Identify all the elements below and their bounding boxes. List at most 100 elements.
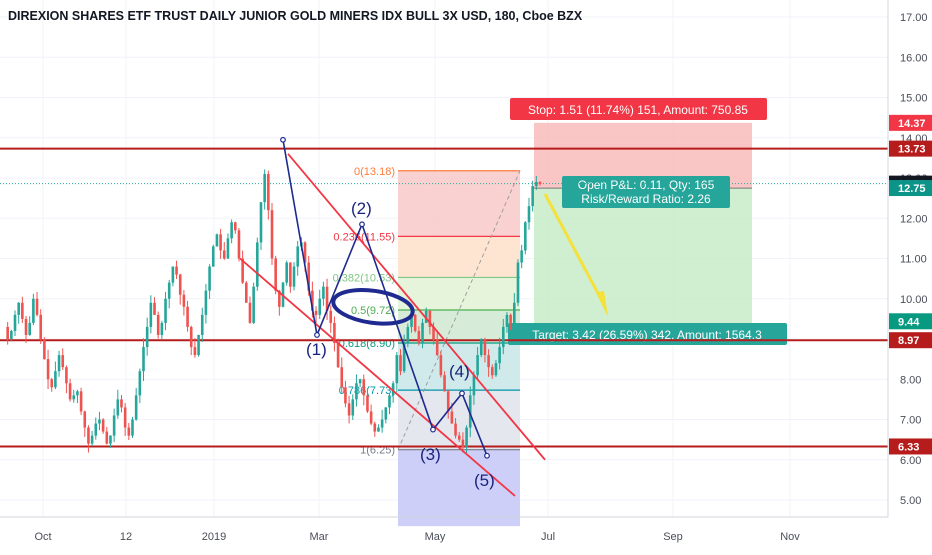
highlight-ellipse[interactable] bbox=[331, 285, 415, 328]
candle-body bbox=[413, 314, 417, 331]
candle-body bbox=[116, 399, 120, 416]
candle-body bbox=[167, 282, 171, 299]
candle-body bbox=[10, 330, 13, 339]
candle-body bbox=[134, 395, 138, 420]
stop-label-box bbox=[510, 98, 767, 120]
price-badge bbox=[889, 140, 932, 157]
candle-body bbox=[531, 186, 534, 207]
candle-body bbox=[384, 407, 388, 420]
candle-body bbox=[424, 310, 428, 323]
candle-body bbox=[490, 367, 494, 376]
candle-body bbox=[388, 395, 391, 408]
candle-body bbox=[120, 399, 123, 408]
long-position-tool[interactable]: Stop: 1.51 (11.74%) 151, Amount: 750.85 O… bbox=[508, 98, 787, 345]
candle-body bbox=[322, 286, 325, 299]
candle-body bbox=[90, 435, 94, 444]
candle-body bbox=[153, 302, 156, 315]
fib-trend-line[interactable] bbox=[397, 170, 521, 450]
candle-body bbox=[211, 246, 215, 267]
candle-body bbox=[391, 383, 395, 396]
candle-body bbox=[325, 286, 329, 311]
candle-body bbox=[233, 222, 237, 231]
candle-body bbox=[24, 318, 28, 335]
candle-body bbox=[17, 302, 20, 315]
candle-body bbox=[226, 238, 230, 259]
price-tick-label: 11.00 bbox=[900, 254, 927, 266]
wave-label: (1) bbox=[306, 340, 327, 359]
candle-body bbox=[421, 322, 424, 344]
candle-body bbox=[87, 427, 90, 444]
candle-body bbox=[487, 355, 490, 368]
candle-body bbox=[160, 322, 164, 335]
time-tick-label: Jul bbox=[541, 531, 555, 543]
price-badge-label: 14.37 bbox=[898, 118, 926, 130]
price-badge bbox=[889, 180, 932, 197]
candle-body bbox=[402, 343, 406, 372]
channel-upper-line[interactable] bbox=[287, 153, 546, 461]
fib-level-label: 1(6.25) bbox=[360, 445, 395, 457]
candle-body bbox=[399, 355, 402, 372]
time-tick-label: May bbox=[425, 531, 446, 543]
candle-body bbox=[72, 395, 76, 400]
price-badge bbox=[889, 438, 932, 455]
target-zone[interactable] bbox=[534, 188, 752, 341]
candle-body bbox=[215, 234, 219, 247]
candle-body bbox=[76, 391, 79, 396]
candle-body bbox=[292, 266, 296, 287]
candle-body bbox=[149, 302, 153, 327]
candle-body bbox=[182, 294, 186, 307]
candle-body bbox=[57, 355, 61, 372]
price-badge bbox=[889, 313, 932, 330]
candle-body bbox=[395, 355, 399, 384]
candle-body bbox=[457, 435, 461, 440]
candle-body bbox=[109, 435, 112, 444]
candle-body bbox=[524, 222, 527, 251]
candle-body bbox=[46, 359, 50, 380]
candle-body bbox=[230, 222, 233, 239]
candle-body bbox=[498, 347, 501, 364]
wave-label: (5) bbox=[474, 471, 495, 490]
time-tick-label: Nov bbox=[780, 531, 800, 543]
wave-point[interactable] bbox=[430, 426, 436, 433]
candle-body bbox=[446, 391, 450, 412]
wave-point[interactable] bbox=[359, 221, 365, 228]
candle-body bbox=[105, 431, 109, 444]
fib-zone bbox=[398, 449, 520, 527]
price-tick-label: 6.00 bbox=[900, 455, 921, 467]
wave-point[interactable] bbox=[314, 332, 320, 338]
wave-point[interactable] bbox=[459, 390, 465, 397]
candle-body bbox=[6, 326, 9, 339]
candle-body bbox=[344, 387, 347, 404]
candle-body bbox=[465, 427, 468, 448]
elliott-wave-path[interactable] bbox=[282, 139, 488, 457]
drawings[interactable]: (1) (2) (3) (4) (5) bbox=[239, 136, 608, 497]
candle-body bbox=[13, 314, 17, 331]
time-axis[interactable]: Oct 12 2019 Mar May Jul Sep Nov bbox=[0, 516, 888, 543]
price-tick-label: 8.00 bbox=[900, 374, 921, 386]
wave-point[interactable] bbox=[484, 452, 490, 459]
candle-body bbox=[380, 419, 384, 428]
projection-arrow[interactable] bbox=[543, 193, 605, 304]
candle-body bbox=[285, 262, 288, 283]
candle-body bbox=[267, 173, 270, 211]
candle-body bbox=[186, 306, 189, 327]
candle-body bbox=[505, 314, 509, 327]
candle-body bbox=[369, 411, 373, 424]
candle-body bbox=[318, 298, 322, 315]
channel-lower-line[interactable] bbox=[239, 257, 516, 497]
candle-body bbox=[142, 347, 145, 372]
candle-body bbox=[248, 302, 252, 323]
price-axis[interactable]: 5.006.007.008.009.0010.0011.0012.0013.00… bbox=[887, 0, 932, 550]
candle-body bbox=[98, 419, 101, 424]
price-tick-label: 10.00 bbox=[900, 294, 928, 306]
candle-body bbox=[358, 379, 362, 384]
candle-body bbox=[241, 258, 244, 283]
candle-body bbox=[296, 246, 299, 267]
candle-body bbox=[513, 302, 516, 323]
candle-body bbox=[435, 339, 439, 356]
wave-point[interactable] bbox=[280, 136, 286, 143]
candle-body bbox=[197, 334, 200, 356]
price-tick-label: 17.00 bbox=[900, 12, 928, 24]
